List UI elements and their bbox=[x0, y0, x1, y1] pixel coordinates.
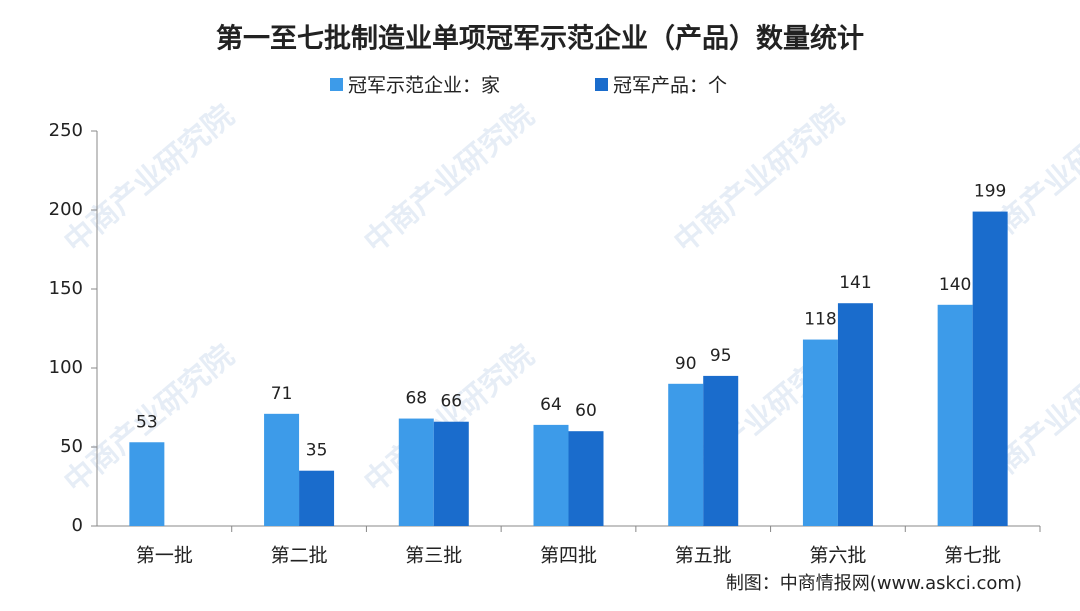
bar bbox=[837, 303, 873, 526]
value-label: 64 bbox=[540, 395, 562, 415]
bar bbox=[972, 211, 1008, 526]
bar bbox=[264, 413, 300, 526]
x-tick-label: 第五批 bbox=[675, 545, 732, 567]
value-label: 60 bbox=[575, 401, 597, 421]
bar bbox=[668, 383, 704, 526]
y-tick-label: 0 bbox=[72, 515, 83, 536]
x-tick-label: 第七批 bbox=[944, 545, 1001, 567]
x-tick-label: 第二批 bbox=[271, 545, 328, 567]
value-label: 53 bbox=[136, 412, 158, 432]
watermark: 中商产业研究院 bbox=[58, 98, 241, 260]
bar bbox=[433, 421, 469, 526]
bar bbox=[703, 375, 739, 526]
value-label: 140 bbox=[939, 275, 971, 295]
bar bbox=[802, 339, 838, 526]
legend-label: 冠军产品：个 bbox=[613, 75, 727, 97]
bar bbox=[299, 470, 335, 526]
x-tick-label: 第六批 bbox=[809, 545, 866, 567]
y-tick-label: 50 bbox=[60, 436, 83, 457]
legend-swatch bbox=[595, 78, 608, 91]
bar bbox=[533, 424, 569, 526]
y-tick-label: 150 bbox=[49, 278, 83, 299]
bar bbox=[937, 304, 973, 526]
watermark: 中商产业研究院 bbox=[668, 98, 851, 260]
value-label: 35 bbox=[306, 441, 328, 461]
x-tick-label: 第三批 bbox=[405, 545, 462, 567]
x-tick-label: 第四批 bbox=[540, 545, 597, 567]
bar bbox=[568, 431, 604, 526]
x-tick-label: 第一批 bbox=[136, 545, 193, 567]
source-note: 制图：中商情报网(www.askci.com) bbox=[726, 573, 1022, 594]
value-label: 199 bbox=[974, 182, 1006, 202]
value-label: 68 bbox=[405, 389, 427, 409]
value-label: 66 bbox=[440, 392, 462, 412]
legend-label: 冠军示范企业：家 bbox=[348, 75, 500, 97]
legend-swatch bbox=[330, 78, 343, 91]
chart-title: 第一至七批制造业单项冠军示范企业（产品）数量统计 bbox=[216, 23, 864, 55]
bar bbox=[129, 442, 165, 526]
bar bbox=[398, 418, 434, 526]
y-tick-label: 200 bbox=[49, 199, 83, 220]
y-tick-label: 100 bbox=[49, 357, 83, 378]
value-label: 90 bbox=[675, 354, 697, 374]
watermark: 中商产业研究院 bbox=[358, 98, 541, 260]
y-tick-label: 250 bbox=[49, 120, 83, 141]
value-label: 95 bbox=[710, 346, 732, 366]
value-label: 141 bbox=[839, 273, 871, 293]
value-label: 118 bbox=[804, 310, 836, 330]
value-label: 71 bbox=[271, 384, 293, 404]
